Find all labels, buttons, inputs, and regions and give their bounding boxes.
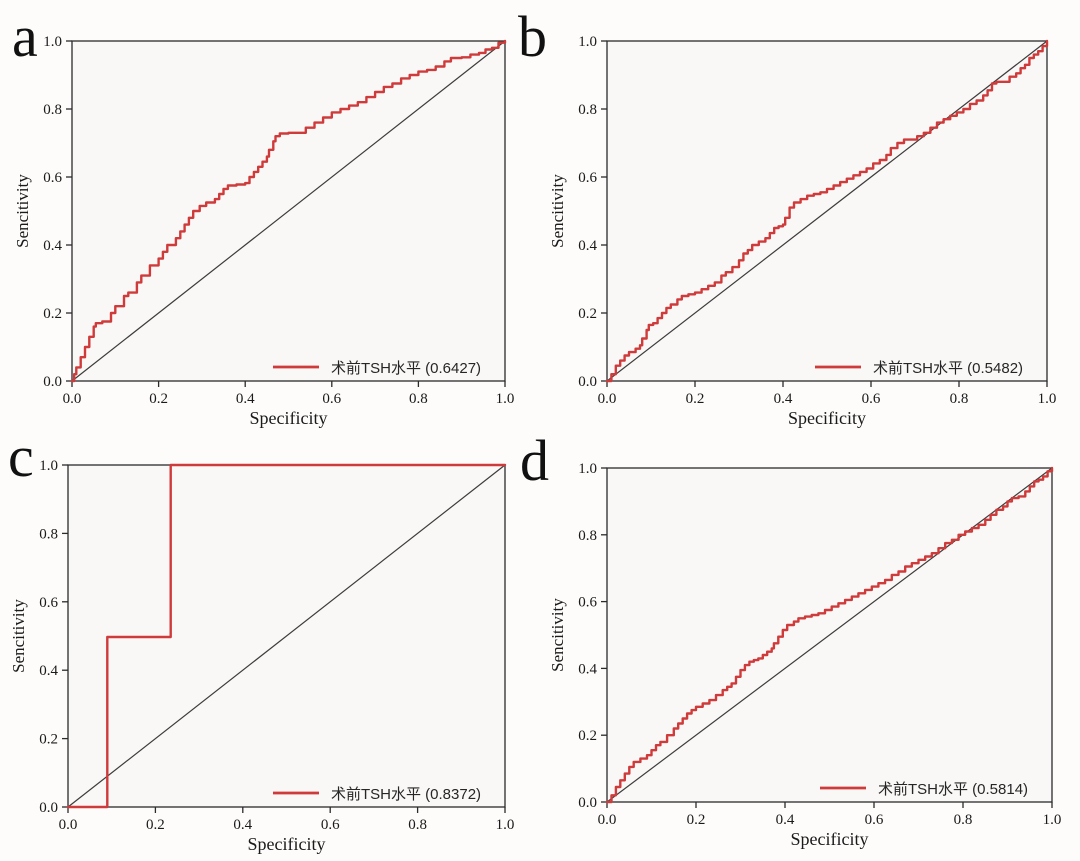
roc-panel-a: 0.0 0.2 0.4 0.6 0.8 1.0 0.0 0.2 0.4 0.6 0.8 1.0 Spec… — [13, 34, 515, 428]
y-tick-label: 0.8 — [39, 526, 58, 542]
y-tick-label: 0.6 — [578, 170, 597, 186]
x-axis-label: Specificity — [250, 408, 328, 428]
x-tick-label: 0.0 — [63, 391, 82, 407]
x-tick-label: 0.4 — [776, 812, 795, 828]
y-tick-label: 0.0 — [578, 795, 597, 811]
x-tick-label: 0.6 — [322, 391, 341, 407]
roc-curve — [66, 463, 507, 809]
y-tick-label: 1.0 — [43, 34, 62, 50]
x-tick-label: 1.0 — [1038, 391, 1057, 407]
roc-panel-b: 0.0 0.2 0.4 0.6 0.8 1.0 0.0 0.2 0.4 0.6 0.8 1.0 Spec… — [548, 34, 1057, 428]
x-tick-label: 1.0 — [1043, 812, 1062, 828]
x-tick-label: 0.0 — [59, 817, 78, 833]
diagonal-reference-line — [67, 464, 506, 808]
y-tick-label: 0.2 — [39, 732, 58, 748]
x-tick-label: 0.8 — [409, 391, 428, 407]
x-axis-label: Specificity — [791, 829, 869, 849]
y-tick-label: 0.8 — [578, 102, 597, 118]
x-tick-label: 1.0 — [496, 817, 515, 833]
diagonal-reference-line — [606, 467, 1053, 803]
y-tick-label: 0.2 — [43, 306, 62, 322]
y-tick-label: 0.0 — [39, 800, 58, 816]
legend-label: 术前TSH水平 (0.6427) — [331, 360, 481, 377]
y-tick-label: 1.0 — [578, 34, 597, 50]
y-tick-label: 0.6 — [578, 595, 597, 611]
x-axis-label: Specificity — [788, 408, 866, 428]
roc-panel-d: 0.0 0.2 0.4 0.6 0.8 1.0 0.0 0.2 0.4 0.6 0.8 1.0 Spec… — [548, 461, 1062, 849]
roc-curve — [70, 39, 507, 383]
x-tick-label: 0.6 — [865, 812, 884, 828]
y-tick-label: 0.8 — [43, 102, 62, 118]
y-tick-label: 0.0 — [578, 374, 597, 390]
y-tick-label: 0.4 — [43, 238, 62, 254]
plot-frame — [606, 40, 1048, 382]
y-tick-label: 1.0 — [578, 461, 597, 477]
y-tick-label: 0.8 — [578, 528, 597, 544]
legend-label: 术前TSH水平 (0.5814) — [878, 781, 1028, 798]
legend-label: 术前TSH水平 (0.8372) — [331, 786, 481, 803]
y-tick-label: 0.4 — [578, 238, 597, 254]
plot-frame — [71, 40, 506, 382]
x-tick-label: 1.0 — [496, 391, 515, 407]
x-axis-label: Specificity — [248, 834, 326, 854]
panel-letter-a: a — [12, 4, 38, 69]
y-tick-label: 0.6 — [39, 595, 58, 611]
roc-curve — [605, 39, 1049, 383]
x-tick-label: 0.4 — [236, 391, 255, 407]
legend-label: 术前TSH水平 (0.5482) — [873, 360, 1023, 377]
y-tick-label: 0.6 — [43, 170, 62, 186]
y-axis-label: Sencitivity — [548, 174, 567, 248]
x-tick-label: 0.4 — [233, 817, 252, 833]
x-tick-label: 0.2 — [149, 391, 168, 407]
roc-curve — [605, 466, 1054, 804]
diagonal-reference-line — [606, 40, 1048, 382]
y-tick-label: 0.2 — [578, 306, 597, 322]
x-tick-label: 0.2 — [146, 817, 165, 833]
y-tick-label: 0.4 — [39, 663, 58, 679]
x-tick-label: 0.4 — [774, 391, 793, 407]
x-tick-label: 0.6 — [321, 817, 340, 833]
x-tick-label: 0.8 — [954, 812, 973, 828]
panel-letter-c: c — [8, 424, 34, 489]
diagonal-reference-line — [71, 40, 506, 382]
panel-letter-d: d — [520, 428, 549, 493]
y-tick-label: 1.0 — [39, 458, 58, 474]
x-tick-label: 0.2 — [686, 391, 705, 407]
y-axis-label: Sencitivity — [13, 174, 32, 248]
x-tick-label: 0.8 — [408, 817, 427, 833]
panel-letter-b: b — [518, 4, 547, 69]
roc-panel-c: 0.0 0.2 0.4 0.6 0.8 1.0 0.0 0.2 0.4 0.6 0.8 1.0 Spec… — [9, 458, 515, 854]
y-axis-label: Sencitivity — [9, 599, 28, 673]
x-tick-label: 0.2 — [687, 812, 706, 828]
y-tick-label: 0.2 — [578, 728, 597, 744]
y-axis-label: Sencitivity — [548, 598, 567, 672]
x-tick-label: 0.0 — [598, 812, 617, 828]
x-tick-label: 0.8 — [950, 391, 969, 407]
plot-frame — [606, 467, 1053, 803]
y-tick-label: 0.0 — [43, 374, 62, 390]
x-tick-label: 0.6 — [862, 391, 881, 407]
x-tick-label: 0.0 — [598, 391, 617, 407]
y-tick-label: 0.4 — [578, 661, 597, 677]
